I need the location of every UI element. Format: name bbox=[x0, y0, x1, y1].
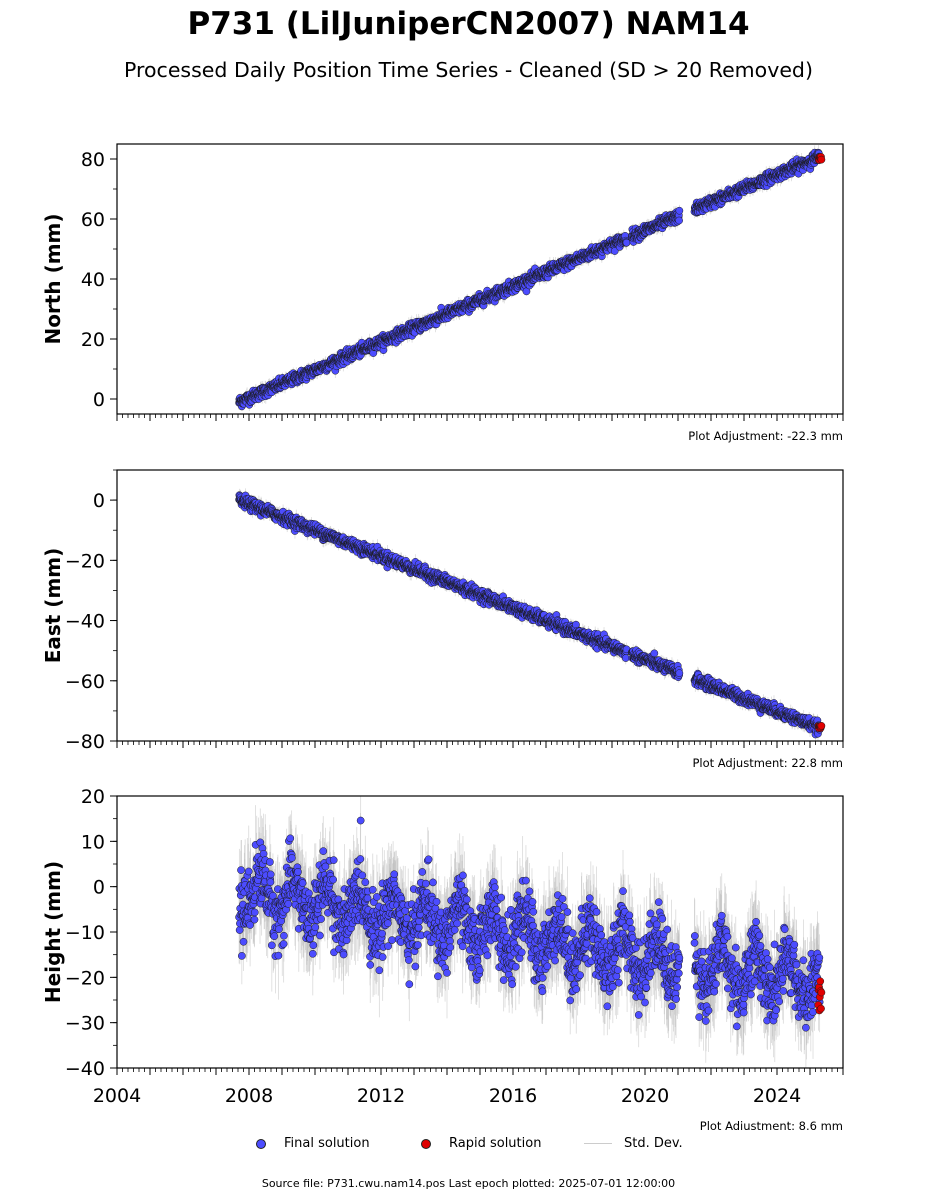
data-point bbox=[675, 216, 683, 225]
page-title: P731 (LilJuniperCN2007) NAM14 bbox=[187, 6, 750, 42]
y-tick-label: 0 bbox=[93, 389, 105, 411]
y-tick-label: 60 bbox=[81, 209, 105, 231]
time-series-figure: 0 20 40 60 80 North (mm) Plot Adjustment: -22.… bbox=[41, 143, 844, 1130]
y-tick-label: 80 bbox=[81, 149, 105, 171]
y-axis-label: North (mm) bbox=[41, 213, 65, 344]
final-solution-points bbox=[235, 148, 826, 411]
rapid-point bbox=[817, 155, 826, 164]
data-point bbox=[610, 247, 619, 255]
y-tick-label: 40 bbox=[81, 269, 105, 291]
y-tick-label: 20 bbox=[81, 329, 105, 351]
page-subtitle: Processed Daily Position Time Series - C… bbox=[124, 58, 813, 82]
plot-adjustment-note: Plot Adjustment: -22.3 mm bbox=[688, 429, 843, 443]
panel-north: 0 20 40 60 80 North (mm) Plot Adjustment: -22.… bbox=[41, 143, 844, 443]
data-point bbox=[675, 206, 684, 215]
data-point bbox=[622, 238, 631, 247]
